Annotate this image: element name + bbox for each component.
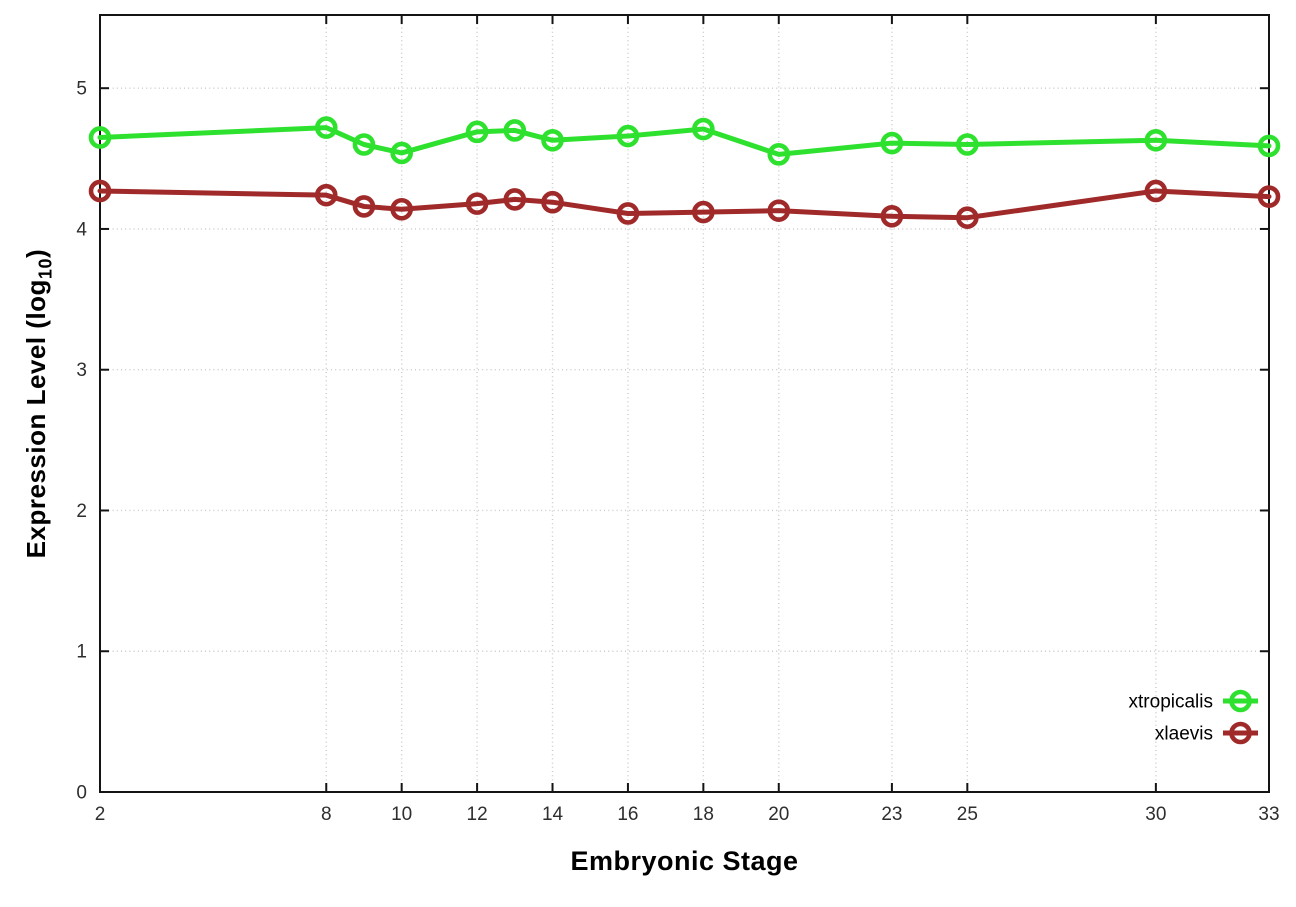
x-tick-label: 30 xyxy=(1145,804,1166,825)
y-tick-label: 0 xyxy=(76,783,87,804)
data-point-xlaevis xyxy=(541,190,564,214)
data-point-xtropicalis xyxy=(1144,128,1168,152)
data-point-xtropicalis xyxy=(541,128,564,152)
data-point-xlaevis xyxy=(1144,179,1168,203)
y-tick-label: 5 xyxy=(76,79,87,100)
series-line-xtropicalis xyxy=(97,125,1272,157)
x-tick-label: 10 xyxy=(391,804,412,825)
data-point-xlaevis xyxy=(503,188,527,211)
x-axis-label: Embryonic Stage xyxy=(570,846,799,876)
data-point-xlaevis xyxy=(616,202,640,225)
x-tick-label: 18 xyxy=(693,804,714,825)
data-point-xtropicalis xyxy=(767,143,791,166)
y-axis-label-box: Expression Level (log10) xyxy=(0,15,78,792)
x-tick-label: 16 xyxy=(617,804,638,825)
data-point-xlaevis xyxy=(465,192,489,215)
data-point-xlaevis xyxy=(880,204,904,228)
x-tick-label: 20 xyxy=(768,804,789,825)
data-point-xlaevis xyxy=(352,195,376,218)
data-point-xtropicalis xyxy=(390,141,413,165)
y-axis-label: Expression Level (log10) xyxy=(21,248,56,559)
data-point-xtropicalis xyxy=(465,120,489,144)
data-point-xlaevis xyxy=(314,183,338,207)
x-tick-label: 14 xyxy=(542,804,564,825)
data-point-xlaevis xyxy=(767,199,791,222)
data-point-xlaevis xyxy=(390,197,413,221)
x-tick-label: 33 xyxy=(1258,804,1279,825)
data-point-xtropicalis xyxy=(352,133,376,156)
data-point-xtropicalis xyxy=(503,119,527,142)
data-point-xlaevis xyxy=(692,200,715,224)
x-tick-label: 2 xyxy=(95,804,106,825)
legend-sample-marker-xtropicalis xyxy=(1229,689,1252,713)
legend-sample-marker-xlaevis xyxy=(1229,721,1252,745)
x-tick-label: 23 xyxy=(881,804,902,825)
legend-label-xlaevis: xlaevis xyxy=(1155,724,1213,745)
y-tick-label: 3 xyxy=(76,360,87,381)
data-point-xtropicalis xyxy=(616,124,640,148)
y-tick-label: 1 xyxy=(76,642,87,663)
series-line-xlaevis xyxy=(97,188,1272,221)
data-point-xtropicalis xyxy=(88,126,112,149)
legend-label-xtropicalis: xtropicalis xyxy=(1129,692,1213,713)
y-tick-label: 2 xyxy=(76,501,87,522)
data-point-xtropicalis xyxy=(314,116,338,139)
data-point-xlaevis xyxy=(956,206,979,229)
data-point-xtropicalis xyxy=(956,133,979,156)
y-tick-label: 4 xyxy=(76,219,87,240)
data-point-xlaevis xyxy=(1257,185,1281,208)
x-tick-label: 12 xyxy=(467,804,488,825)
data-point-xtropicalis xyxy=(880,131,904,155)
data-point-xlaevis xyxy=(88,179,112,203)
data-point-xtropicalis xyxy=(1257,134,1281,158)
data-point-xtropicalis xyxy=(692,117,715,141)
plot-border xyxy=(99,14,1270,793)
x-tick-label: 25 xyxy=(957,804,978,825)
x-tick-label: 8 xyxy=(321,804,332,825)
